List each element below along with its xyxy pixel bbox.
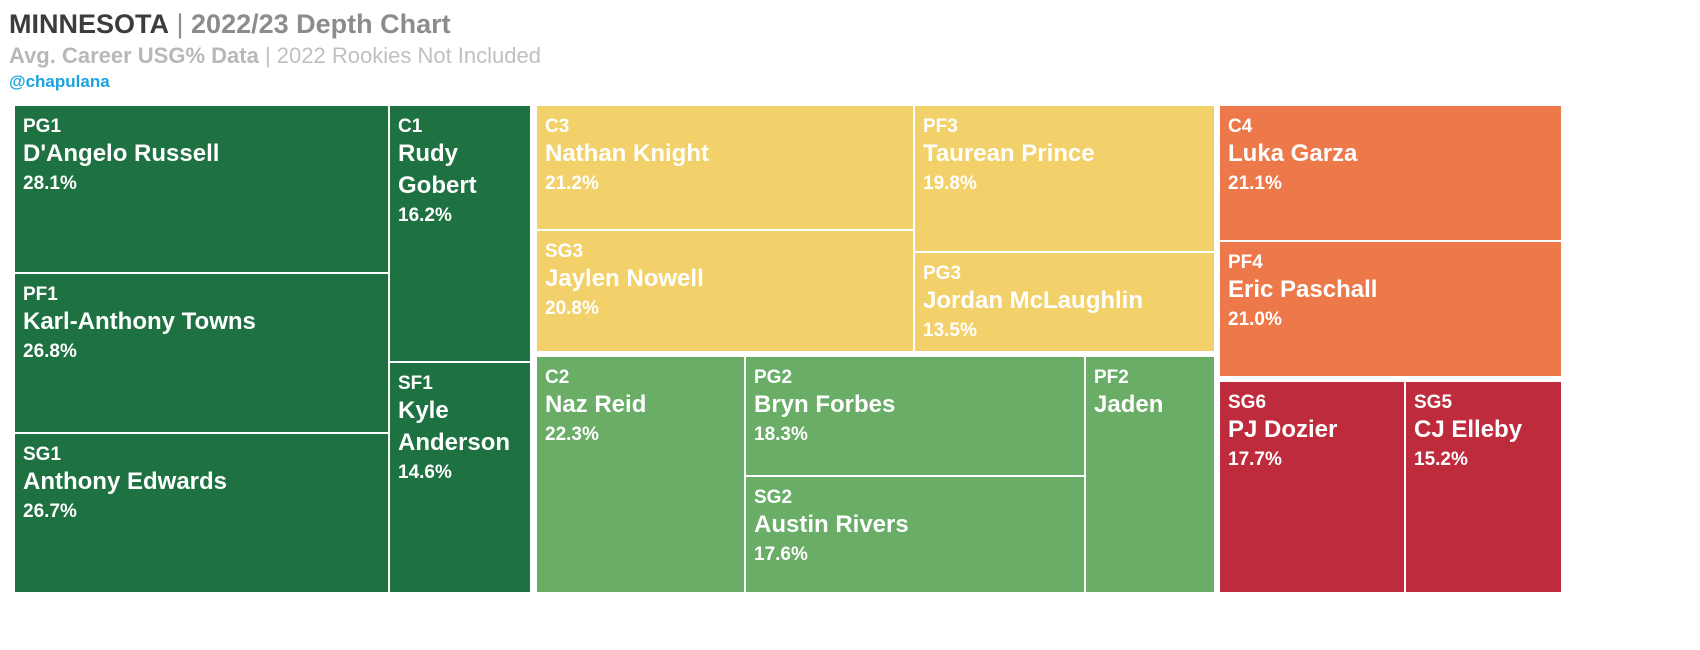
tile-player-name: Naz Reid: [545, 391, 647, 418]
author-handle: @chapulana: [9, 72, 110, 91]
tile-player-name: Rudy Gobert: [398, 140, 477, 199]
tile-usg-value: 14.6%: [398, 462, 452, 483]
tile-player-name: Jordan McLaughlin: [923, 287, 1144, 314]
treemap-tile-pg2: PG2 Bryn Forbes 18.3%: [745, 356, 1085, 476]
tile-position-label: SG3: [545, 241, 584, 262]
tile-position-label: C2: [545, 367, 570, 388]
treemap-tile-pf4: PF4 Eric Paschall 21.0%: [1219, 241, 1562, 377]
tile-player-name: Taurean Prince: [923, 140, 1095, 167]
treemap-tile-pg3: PG3 Jordan McLaughlin 13.5%: [914, 252, 1215, 352]
tile-player-name: Anthony Edwards: [23, 468, 228, 495]
treemap-tile-pf2: PF2 Jaden: [1085, 356, 1215, 593]
tile-position-label: PF4: [1228, 252, 1263, 273]
chart-title-text: 2022/23 Depth Chart: [191, 9, 451, 39]
tile-player-name: Jaylen Nowell: [545, 265, 704, 292]
subtitle-separator: |: [258, 43, 277, 68]
tile-player-name: Luka Garza: [1228, 140, 1358, 167]
tile-position-label: SG1: [23, 444, 62, 465]
tile-usg-value: 16.2%: [398, 205, 452, 226]
tile-usg-value: 20.8%: [545, 298, 599, 319]
tile-usg-value: 17.7%: [1228, 449, 1282, 470]
chart-header: MINNESOTA | 2022/23 Depth Chart Avg. Car…: [9, 8, 541, 93]
tile-position-label: SG5: [1414, 392, 1453, 413]
tile-usg-value: 15.2%: [1414, 449, 1468, 470]
tile-position-label: PF3: [923, 116, 958, 137]
tile-position-label: PG3: [923, 263, 962, 284]
tile-player-name: Kyle Anderson: [398, 397, 511, 456]
treemap-tile-c4: C4 Luka Garza 21.1%: [1219, 105, 1562, 241]
treemap-tile-sg3: SG3 Jaylen Nowell 20.8%: [536, 230, 914, 352]
tile-player-name: D'Angelo Russell: [23, 140, 220, 167]
treemap-tile-c1: C1 Rudy Gobert 16.2%: [389, 105, 531, 362]
tile-player-name: Karl-Anthony Towns: [23, 308, 256, 335]
subtitle-main: Avg. Career USG% Data: [9, 43, 259, 68]
treemap-tile-sg5: SG5 CJ Elleby 15.2%: [1405, 381, 1562, 593]
treemap-tile-sg6: SG6 PJ Dozier 17.7%: [1219, 381, 1405, 593]
tile-usg-value: 17.6%: [754, 544, 808, 565]
tile-usg-value: 21.1%: [1228, 173, 1282, 194]
tile-player-name: Austin Rivers: [754, 511, 909, 538]
tile-position-label: PG2: [754, 367, 793, 388]
treemap-tile-sg2: SG2 Austin Rivers 17.6%: [745, 476, 1085, 593]
tile-usg-value: 28.1%: [23, 173, 77, 194]
tile-usg-value: 18.3%: [754, 424, 808, 445]
treemap-tile-c3: C3 Nathan Knight 21.2%: [536, 105, 914, 230]
tile-position-label: PF1: [23, 284, 58, 305]
tile-position-label: C3: [545, 116, 570, 137]
treemap-tile-sf1: SF1 Kyle Anderson 14.6%: [389, 362, 531, 593]
tile-player-name: CJ Elleby: [1414, 416, 1523, 443]
tile-usg-value: 26.8%: [23, 341, 77, 362]
treemap-tile-pf3: PF3 Taurean Prince 19.8%: [914, 105, 1215, 252]
tile-position-label: PG1: [23, 116, 62, 137]
tile-position-label: SG2: [754, 487, 793, 508]
title-separator: |: [169, 9, 192, 39]
tile-usg-value: 19.8%: [923, 173, 977, 194]
treemap-tile-sg1: SG1 Anthony Edwards 26.7%: [14, 433, 389, 593]
tile-usg-value: 21.0%: [1228, 309, 1282, 330]
tile-player-name: Eric Paschall: [1228, 276, 1378, 303]
tile-usg-value: 21.2%: [545, 173, 599, 194]
tile-player-name: PJ Dozier: [1228, 416, 1338, 443]
subtitle-note: 2022 Rookies Not Included: [276, 43, 541, 68]
tile-usg-value: 13.5%: [923, 320, 977, 341]
tile-position-label: SG6: [1228, 392, 1267, 413]
tile-player-name: Jaden: [1094, 391, 1164, 418]
treemap-tile-c2: C2 Naz Reid 22.3%: [536, 356, 745, 593]
treemap-tile-pf1: PF1 Karl-Anthony Towns 26.8%: [14, 273, 389, 433]
tile-player-name: Nathan Knight: [545, 140, 709, 167]
chart-title: MINNESOTA | 2022/23 Depth Chart: [9, 8, 541, 40]
tile-usg-value: 22.3%: [545, 424, 599, 445]
tile-position-label: C1: [398, 116, 423, 137]
chart-subtitle: Avg. Career USG% Data | 2022 Rookies Not…: [9, 42, 541, 70]
tile-player-name: Bryn Forbes: [754, 391, 896, 418]
team-name: MINNESOTA: [9, 9, 169, 39]
treemap-tile-pg1: PG1 D'Angelo Russell 28.1%: [14, 105, 389, 273]
tile-position-label: SF1: [398, 373, 433, 394]
tile-usg-value: 26.7%: [23, 501, 77, 522]
tile-position-label: PF2: [1094, 367, 1129, 388]
tile-position-label: C4: [1228, 116, 1253, 137]
